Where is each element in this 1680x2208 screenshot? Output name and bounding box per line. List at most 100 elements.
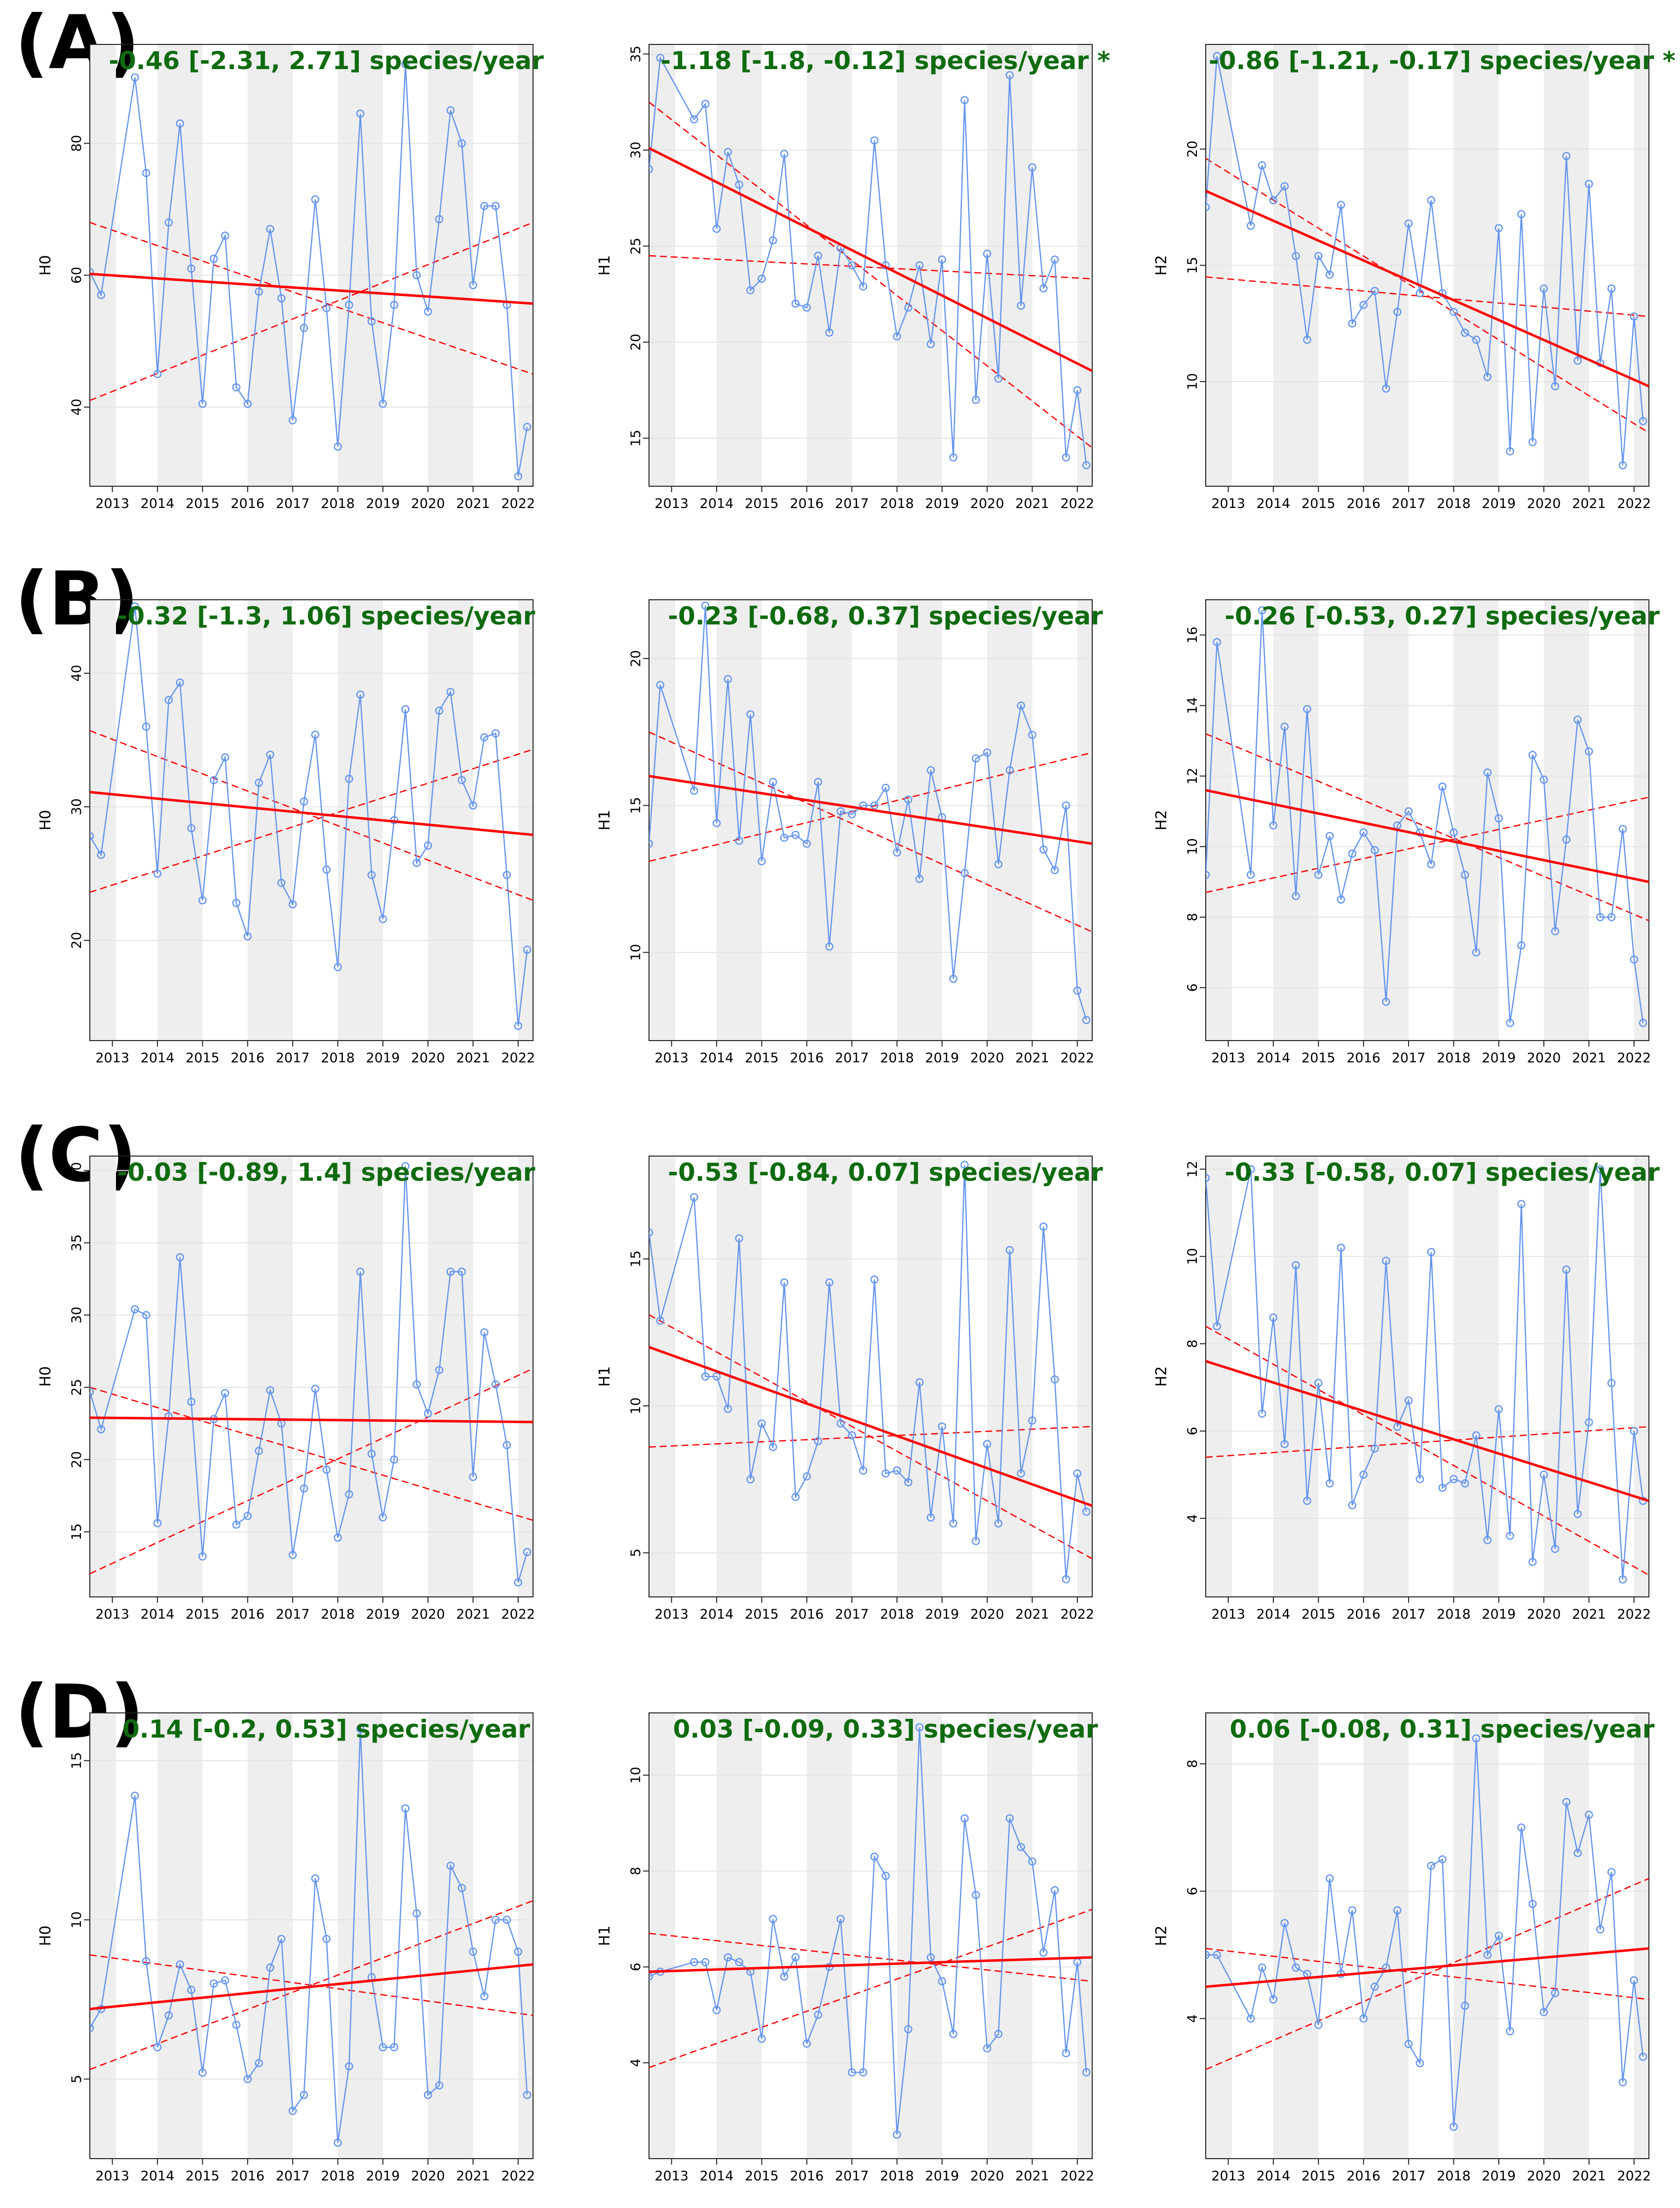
x-tick-label: 2022	[501, 1050, 535, 1066]
data-point	[491, 202, 500, 210]
data-point	[656, 681, 665, 689]
data-point	[345, 775, 353, 783]
data-point	[1062, 801, 1070, 810]
data-point	[322, 304, 331, 312]
x-tick-label: 2020	[970, 496, 1004, 511]
y-axis-label: H2	[1153, 1926, 1170, 1946]
y-tick-label: 25	[628, 237, 644, 254]
ci-line-low	[90, 222, 533, 375]
plot-frame	[649, 1156, 1093, 1597]
data-point	[1494, 1405, 1503, 1414]
data-point	[1618, 825, 1627, 833]
year-band	[717, 44, 762, 486]
data-point	[469, 1472, 477, 1481]
data-point	[221, 1976, 229, 1985]
year-band	[1077, 44, 1092, 486]
data-point	[413, 1380, 421, 1389]
year-band	[247, 1713, 293, 2159]
year-band	[987, 600, 1032, 1041]
year-band	[518, 44, 533, 486]
year-band	[1273, 600, 1319, 1041]
data-point	[1359, 2014, 1368, 2023]
data-point	[502, 1441, 511, 1449]
ci-line-low	[1206, 1325, 1649, 1576]
year-band	[649, 44, 675, 486]
year-band	[428, 600, 473, 1041]
data-point	[491, 1380, 500, 1389]
data-point	[97, 291, 106, 299]
y-tick-label: 4	[1185, 2014, 1200, 2023]
data-point	[1539, 775, 1548, 784]
data-point	[870, 801, 879, 810]
y-tick-label: 5	[69, 2075, 84, 2083]
data-point	[187, 264, 195, 273]
data-point	[814, 251, 822, 260]
data-point	[814, 1437, 822, 1445]
chart-a-h1: 15 20 25 30 35 2013 2014 2015 2016 2017 2018 2019 20…	[596, 44, 1110, 511]
data-point	[514, 472, 523, 481]
y-tick-label: 20	[69, 932, 84, 949]
data-point	[893, 332, 901, 341]
plot-area	[1206, 1165, 1649, 1584]
data-point	[1483, 373, 1492, 381]
plot-area	[1206, 52, 1649, 469]
data-point	[1618, 2078, 1627, 2087]
data-point	[1539, 2008, 1548, 2016]
data-point	[802, 1472, 811, 1481]
data-point	[1062, 2049, 1070, 2057]
data-point	[288, 416, 297, 425]
data-point	[859, 2068, 868, 2077]
year-band	[1453, 1713, 1499, 2159]
data-point	[367, 1449, 376, 1458]
year-band	[806, 1156, 852, 1597]
data-point	[469, 281, 477, 289]
x-tick-label: 2016	[1346, 496, 1380, 511]
data-point	[345, 2062, 353, 2071]
data-point	[1371, 1444, 1379, 1453]
year-band	[157, 600, 203, 1041]
data-point	[881, 783, 890, 792]
data-point	[972, 1891, 980, 1899]
y-tick-label: 10	[1185, 838, 1200, 855]
data-point	[859, 282, 868, 291]
series-line	[90, 64, 528, 477]
ci-line-low	[649, 101, 1092, 449]
panel-title: 0.06 [-0.08, 0.31] species/year	[1230, 1715, 1655, 1743]
data-point	[523, 423, 532, 431]
y-tick-label: 60	[69, 267, 84, 283]
data-point	[164, 218, 173, 227]
x-tick-label: 2014	[141, 2169, 175, 2184]
trend-line	[1206, 789, 1649, 883]
chart-c-h1: 5 10 15 2013 2014 2015 2016 2017 2018 2019 2020 202…	[596, 1156, 1103, 1622]
data-point	[656, 53, 665, 62]
data-point	[1393, 308, 1402, 316]
data-point	[1483, 1950, 1492, 1959]
data-point	[1551, 1989, 1560, 1997]
data-point	[255, 778, 263, 787]
x-tick-label: 2018	[1437, 496, 1471, 511]
data-point	[1280, 1919, 1289, 1927]
data-point	[435, 2081, 444, 2090]
data-point	[221, 1389, 229, 1397]
y-axis-label: H0	[37, 1926, 54, 1946]
data-point	[243, 399, 252, 408]
x-tick-label: 2015	[186, 496, 220, 511]
data-point	[1562, 1798, 1571, 1806]
data-point	[791, 831, 800, 839]
data-point	[1303, 705, 1311, 713]
data-point	[300, 797, 308, 806]
data-point	[491, 1916, 500, 1924]
x-tick-label: 2018	[1437, 1050, 1471, 1066]
data-point	[1336, 200, 1345, 209]
y-tick-label: 8	[1185, 1760, 1200, 1768]
data-point	[1039, 845, 1048, 854]
data-point	[1325, 1479, 1334, 1488]
data-point	[1382, 1256, 1390, 1265]
y-axis-label: H1	[596, 1926, 613, 1946]
y-axis-label: H1	[596, 1366, 613, 1387]
data-point	[446, 1861, 455, 1870]
data-point	[758, 1419, 766, 1428]
data-point	[356, 1267, 365, 1276]
y-tick-label: 8	[1185, 1340, 1200, 1348]
